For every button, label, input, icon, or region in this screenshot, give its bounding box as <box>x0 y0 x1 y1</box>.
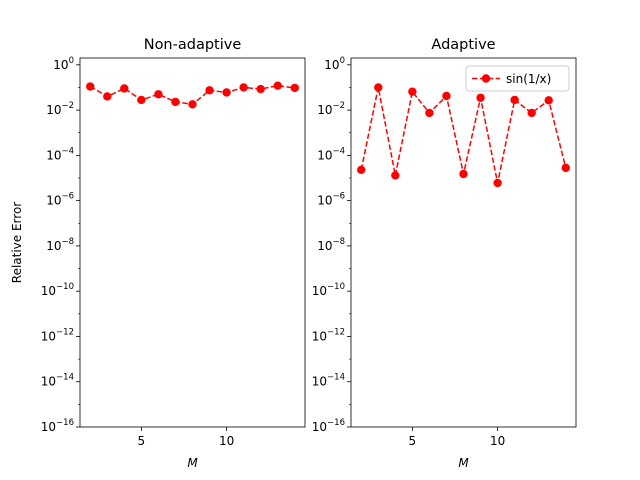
panel-title: Non-adaptive <box>144 37 242 53</box>
panel-2: Adaptive 5 10 10−16 10−14 10−12 10−10 10−8 10−6 1… <box>312 37 577 470</box>
data-point <box>290 83 299 93</box>
x-tick-label: 5 <box>138 434 146 448</box>
axes-frame <box>350 57 577 428</box>
data-point <box>171 97 180 107</box>
data-point <box>425 108 434 118</box>
y-tick-label: 100 <box>324 56 345 72</box>
data-point <box>476 93 485 102</box>
y-tick-label: 10−8 <box>317 237 345 253</box>
data-point <box>510 95 519 105</box>
data-point <box>205 86 214 95</box>
legend-marker <box>481 74 491 83</box>
data-point <box>137 95 146 105</box>
data-point <box>188 100 197 109</box>
data-point <box>273 81 282 90</box>
y-tick-label: 10−8 <box>46 237 74 253</box>
y-tick-label: 10−4 <box>317 146 345 162</box>
series-line <box>360 87 567 184</box>
data-point <box>459 169 468 179</box>
x-tick-label: 5 <box>409 434 417 448</box>
data-point <box>391 171 400 180</box>
data-point <box>493 178 502 188</box>
data-point <box>357 165 366 175</box>
data-point <box>544 96 553 105</box>
y-tick-label: 10−2 <box>46 101 74 117</box>
y-tick-label: 10−16 <box>312 418 345 434</box>
data-point <box>120 84 129 93</box>
y-tick-label: 10−14 <box>41 373 74 389</box>
data-point <box>222 88 231 97</box>
y-tick-label: 10−14 <box>312 373 345 389</box>
data-point <box>86 82 95 91</box>
y-tick-label: 10−10 <box>312 282 345 298</box>
panel-1: Non-adaptive 5 10 10−16 10−14 10−12 10−10 10−8 1… <box>10 37 306 470</box>
y-tick-label: 100 <box>53 56 74 72</box>
data-point <box>561 163 570 173</box>
legend-box <box>465 65 570 92</box>
y-tick-label: 10−2 <box>317 101 345 117</box>
data-point <box>154 90 163 99</box>
data-point <box>374 83 383 92</box>
y-tick-label: 10−4 <box>46 146 74 162</box>
data-point <box>103 92 112 101</box>
panel-title: Adaptive <box>431 37 495 53</box>
axes-frame <box>79 57 306 428</box>
y-tick-label: 10−12 <box>41 327 74 343</box>
x-axis-label: M <box>458 456 469 470</box>
x-axis-label: M <box>187 456 198 470</box>
data-point <box>408 87 417 96</box>
y-tick-label: 10−16 <box>41 418 74 434</box>
y-axis-label: Relative Error <box>10 202 24 284</box>
y-tick-label: 10−6 <box>317 192 345 208</box>
x-tick-label: 10 <box>219 434 234 448</box>
data-point <box>239 83 248 92</box>
data-point <box>442 91 451 101</box>
x-tick-label: 10 <box>490 434 505 448</box>
y-tick-label: 10−10 <box>41 282 74 298</box>
legend-label: sin(1/x) <box>506 72 551 86</box>
data-point <box>527 108 536 118</box>
data-point <box>256 84 265 94</box>
y-tick-label: 10−6 <box>46 192 74 208</box>
y-tick-label: 10−12 <box>312 327 345 343</box>
legend: sin(1/x) <box>465 65 570 92</box>
